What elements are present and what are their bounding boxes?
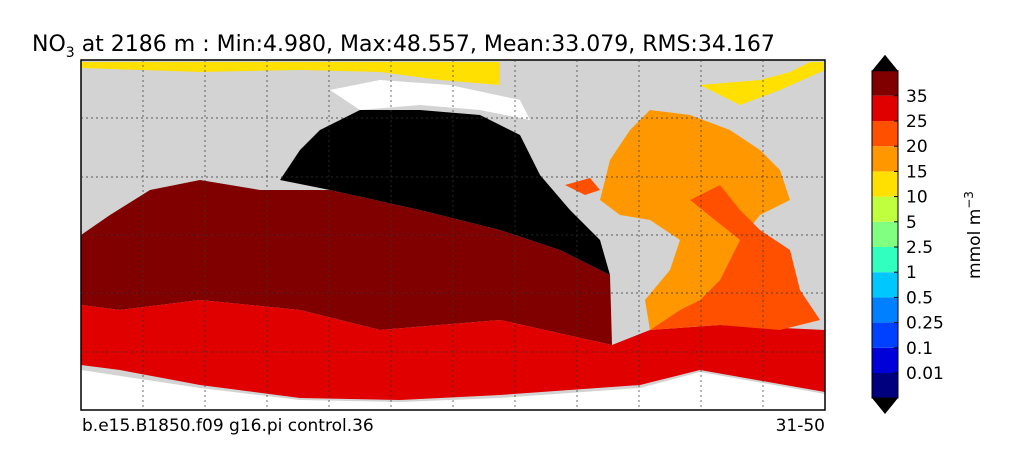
colorbar-box: [872, 171, 898, 197]
colorbar-box: [872, 347, 898, 373]
colorbar: 0.01 0.1 0.25 0.5 1 2.5 5 10 15 20 25 35: [871, 54, 944, 414]
colorbar-label: mmol m−3: [962, 191, 985, 279]
colorbar-tick-label: 15: [906, 162, 928, 182]
footer-left: b.e15.B1850.f09 g16.pi control.36: [82, 416, 374, 436]
colorbar-tick-label: 10: [906, 188, 928, 208]
title: NO3 at 2186 m : Min:4.980, Max:48.557, M…: [32, 32, 775, 61]
colorbar-box: [872, 272, 898, 298]
colorbar-box: [872, 196, 898, 222]
colorbar-frame: [871, 70, 899, 399]
colorbar-tick-label: 2.5: [906, 238, 933, 258]
colorbar-tick-label: 25: [906, 112, 928, 132]
colorbar-tick-label: 0.01: [906, 364, 944, 384]
colorbar-tick-label: 0.25: [906, 314, 944, 334]
colorbar-box: [872, 322, 898, 348]
footer-right: 31-50: [776, 416, 825, 436]
colorbar-tick-label: 5: [906, 213, 917, 233]
colorbar-tick-label: 20: [906, 137, 928, 157]
colorbar-box: [872, 95, 898, 121]
colorbar-extend-bottom: [872, 398, 898, 414]
colorbar-tick-label: 1: [906, 263, 917, 283]
colorbar-box: [872, 70, 898, 96]
colorbar-tick-label: 0.1: [906, 339, 933, 359]
colorbar-box: [872, 297, 898, 323]
colorbar-tick-label: 35: [906, 87, 928, 107]
colorbar-box: [872, 121, 898, 147]
colorbar-box: [872, 247, 898, 273]
colorbar-box: [872, 146, 898, 172]
map: [80, 59, 826, 411]
colorbar-box: [872, 221, 898, 247]
colorbar-extend-top: [872, 54, 898, 71]
colorbar-tick-label: 0.5: [906, 288, 933, 308]
colorbar-box: [872, 373, 898, 398]
